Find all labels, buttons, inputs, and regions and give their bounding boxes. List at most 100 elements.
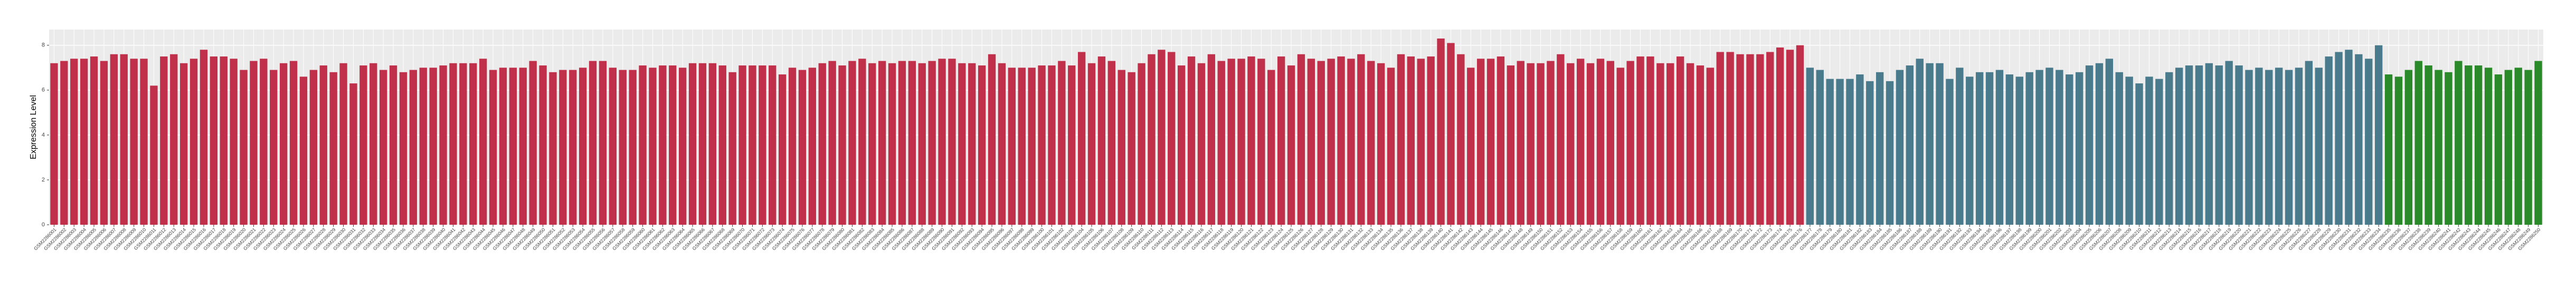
bar bbox=[1307, 59, 1315, 225]
y-tick-label: 4 bbox=[42, 132, 45, 138]
bar bbox=[2325, 56, 2333, 225]
bar bbox=[349, 83, 357, 225]
bar bbox=[2455, 61, 2463, 225]
bar bbox=[319, 65, 327, 225]
bar bbox=[90, 56, 98, 225]
bar bbox=[1427, 56, 1435, 225]
bar bbox=[1367, 61, 1375, 225]
bar bbox=[1207, 54, 1216, 225]
bar bbox=[509, 68, 517, 225]
bar bbox=[659, 65, 667, 225]
bar bbox=[1068, 65, 1076, 225]
y-tick-label: 2 bbox=[42, 177, 45, 183]
bar bbox=[928, 61, 936, 225]
bar bbox=[179, 63, 188, 225]
bar bbox=[2145, 77, 2153, 225]
bar bbox=[2265, 70, 2273, 225]
bar bbox=[2494, 74, 2503, 225]
bar bbox=[70, 59, 78, 225]
bar bbox=[2005, 74, 2014, 225]
bar bbox=[439, 65, 447, 225]
bar bbox=[2305, 61, 2313, 225]
bar bbox=[888, 63, 896, 225]
bar bbox=[1397, 54, 1405, 225]
bar bbox=[858, 59, 866, 225]
bar bbox=[2504, 70, 2513, 225]
bar bbox=[339, 63, 347, 225]
bar bbox=[2025, 72, 2033, 225]
bar bbox=[868, 63, 876, 225]
bar bbox=[2285, 70, 2293, 225]
bar bbox=[2345, 50, 2353, 225]
bar bbox=[1217, 61, 1225, 225]
bar bbox=[2135, 83, 2143, 225]
bar bbox=[289, 61, 298, 225]
bar bbox=[1347, 59, 1355, 225]
bar bbox=[978, 65, 986, 225]
bar bbox=[818, 63, 826, 225]
bar bbox=[140, 59, 148, 225]
bar bbox=[240, 70, 248, 225]
bar bbox=[1567, 63, 1575, 225]
bar bbox=[1726, 52, 1734, 225]
bar bbox=[698, 63, 707, 225]
bar bbox=[379, 70, 387, 225]
bar bbox=[1946, 79, 1954, 225]
bar bbox=[1816, 70, 1824, 225]
bar bbox=[1407, 56, 1415, 225]
bar bbox=[878, 61, 886, 225]
bar bbox=[1866, 81, 1874, 225]
bar bbox=[2195, 65, 2203, 225]
bar bbox=[1985, 72, 1994, 225]
bar bbox=[329, 72, 337, 225]
bar bbox=[2374, 45, 2383, 225]
bar bbox=[2105, 59, 2114, 225]
bar bbox=[828, 61, 836, 225]
bar bbox=[1087, 63, 1096, 225]
bar bbox=[1666, 63, 1674, 225]
bar bbox=[1038, 65, 1046, 225]
bar bbox=[150, 85, 158, 225]
bar bbox=[1766, 52, 1774, 225]
bar bbox=[808, 68, 817, 225]
bar bbox=[2235, 65, 2243, 225]
bar bbox=[539, 65, 547, 225]
bar bbox=[1018, 68, 1026, 225]
bar bbox=[479, 59, 487, 225]
bar bbox=[359, 65, 367, 225]
bar bbox=[1387, 68, 1395, 225]
bar bbox=[2534, 61, 2542, 225]
bar bbox=[2115, 72, 2123, 225]
bar bbox=[1097, 56, 1106, 225]
bar bbox=[1148, 54, 1156, 225]
bar bbox=[559, 70, 567, 225]
bar bbox=[459, 63, 467, 225]
bar bbox=[1128, 72, 1135, 225]
bar bbox=[429, 68, 437, 225]
bar bbox=[1417, 59, 1425, 225]
bar bbox=[609, 68, 617, 225]
bar bbox=[579, 68, 587, 225]
bar bbox=[1267, 70, 1275, 225]
bar bbox=[1168, 52, 1176, 225]
bar bbox=[1537, 63, 1545, 225]
bar bbox=[110, 54, 118, 225]
bar bbox=[2275, 68, 2283, 225]
bar bbox=[1776, 47, 1784, 225]
bar bbox=[1616, 68, 1624, 225]
bar bbox=[220, 56, 228, 225]
bar bbox=[1197, 63, 1206, 225]
bar bbox=[2015, 77, 2023, 225]
bar bbox=[1966, 77, 1974, 225]
bar bbox=[2295, 68, 2303, 225]
bar bbox=[938, 59, 946, 225]
bar bbox=[60, 61, 68, 225]
bar bbox=[2045, 68, 2053, 225]
bar bbox=[1646, 56, 1654, 225]
bar bbox=[2435, 70, 2442, 225]
bar bbox=[1177, 65, 1186, 225]
bar bbox=[190, 59, 198, 225]
bar bbox=[389, 65, 397, 225]
bar bbox=[200, 50, 208, 225]
bar bbox=[1287, 65, 1295, 225]
